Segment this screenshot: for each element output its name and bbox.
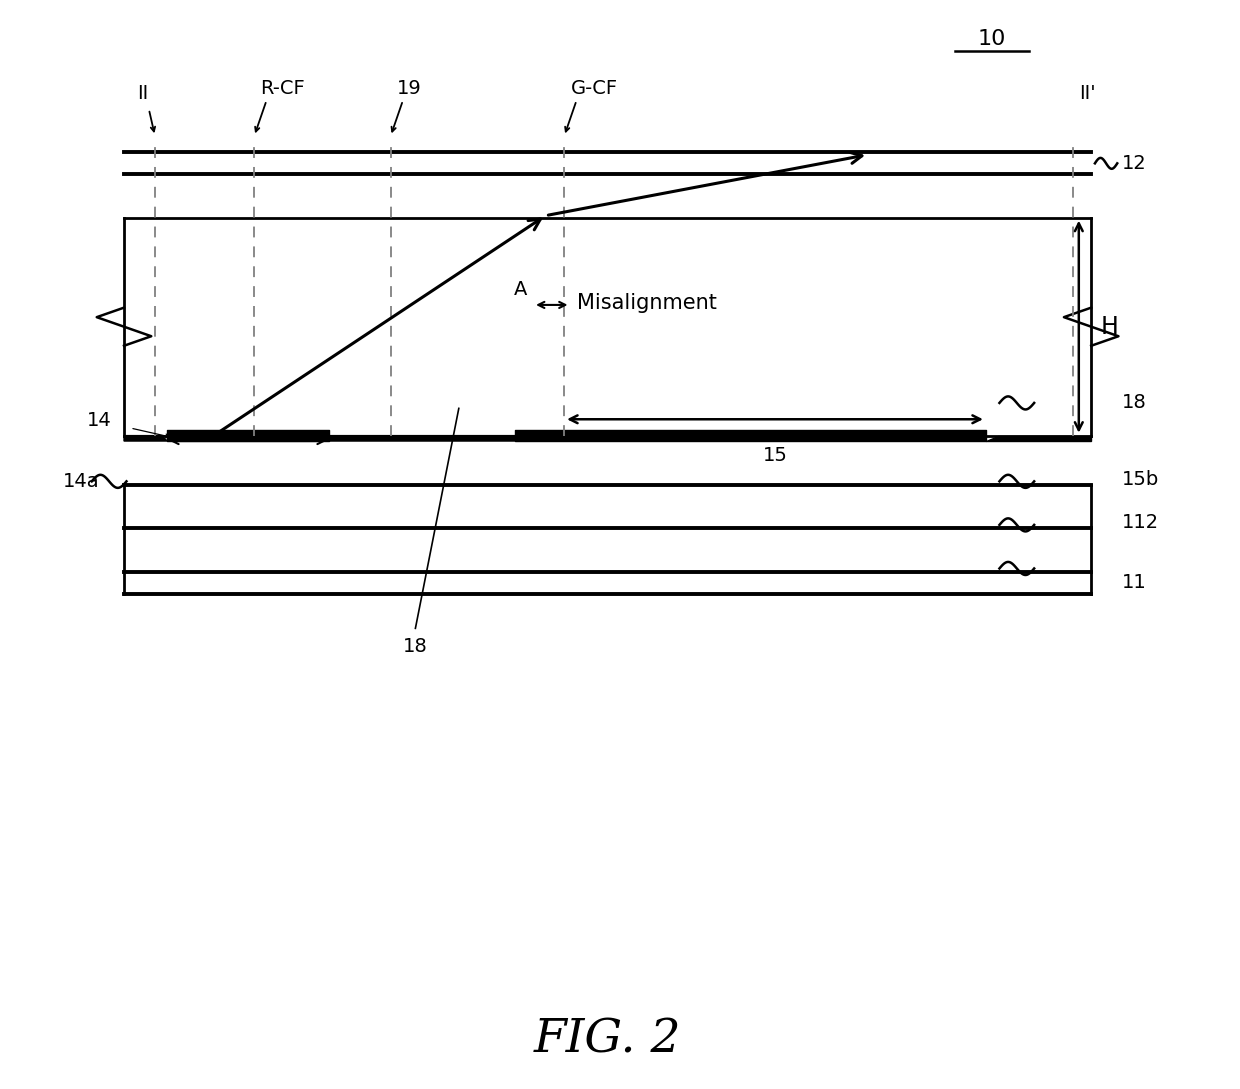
Text: Misalignment: Misalignment: [577, 293, 717, 313]
Polygon shape: [986, 436, 1091, 441]
Text: 10: 10: [978, 29, 1006, 49]
Text: II': II': [1079, 85, 1095, 103]
Text: 14a: 14a: [62, 472, 99, 491]
Text: 14: 14: [87, 412, 112, 430]
Text: R-CF: R-CF: [260, 79, 305, 98]
Text: II: II: [136, 85, 149, 103]
Text: G-CF: G-CF: [570, 79, 618, 98]
Text: FIG. 2: FIG. 2: [533, 1017, 682, 1063]
Text: 11: 11: [1122, 573, 1147, 592]
Text: 15b: 15b: [1122, 469, 1159, 489]
Text: 18: 18: [1122, 393, 1147, 413]
Text: 112: 112: [1122, 513, 1159, 533]
Text: 15: 15: [763, 446, 787, 465]
Text: 18: 18: [403, 637, 428, 656]
Text: A: A: [515, 281, 527, 299]
Text: 19: 19: [397, 79, 422, 98]
Text: H: H: [1101, 315, 1118, 339]
Text: 12: 12: [1122, 154, 1147, 173]
Polygon shape: [291, 436, 546, 441]
Polygon shape: [124, 436, 167, 441]
